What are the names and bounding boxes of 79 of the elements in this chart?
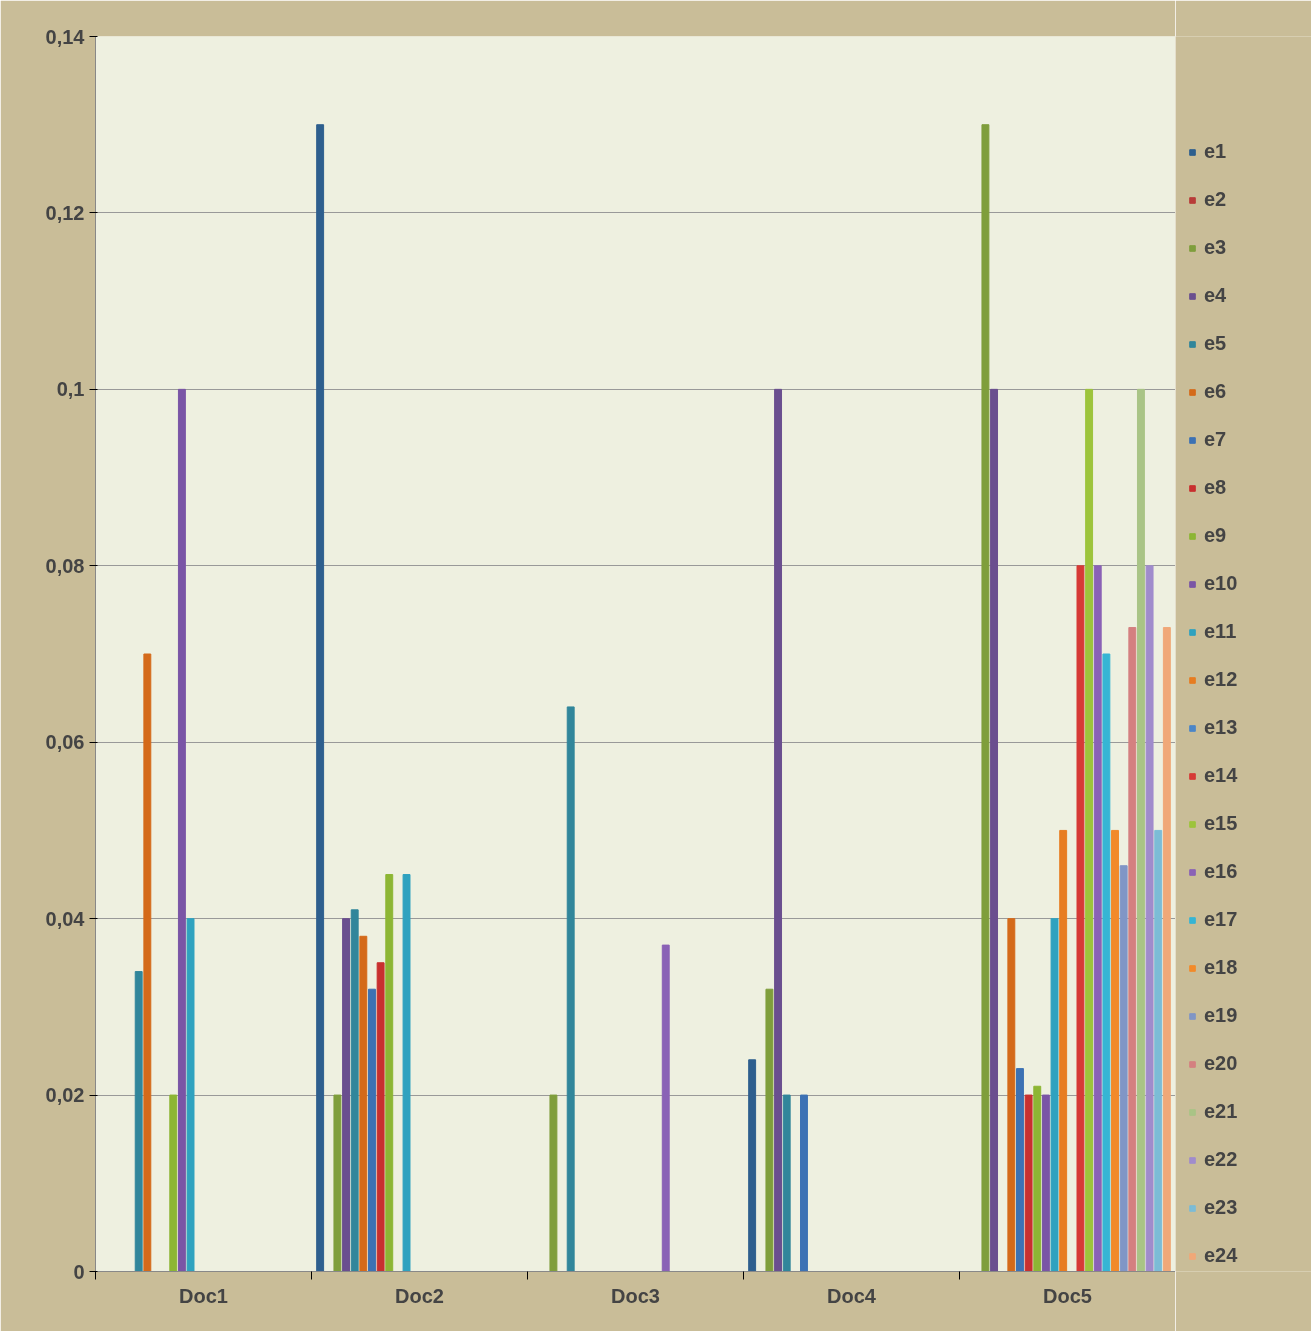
legend-label: e4 [1204,284,1227,307]
bar [566,706,575,1272]
y-tick-label: 0,02 [45,1084,85,1107]
x-tick-label: Doc5 [1043,1284,1092,1307]
bar [350,909,359,1272]
bar [1102,653,1111,1272]
bar [1033,1085,1042,1272]
legend-label: e2 [1204,188,1227,211]
legend-label: e21 [1204,1100,1238,1123]
legend-label: e14 [1204,764,1238,787]
legend-label: e1 [1204,140,1227,163]
bar [368,988,376,1272]
bar [1050,918,1059,1272]
bar [981,124,990,1272]
legend-label: e6 [1204,380,1227,403]
legend-label: e3 [1204,236,1227,259]
legend-label: e11 [1204,620,1237,643]
y-tick-label: 0 [73,1260,85,1283]
legend-label: e19 [1204,1004,1238,1027]
bar [186,918,195,1272]
bar [549,1094,558,1272]
bar [316,124,325,1272]
bar [1154,829,1163,1272]
legend-label: e9 [1204,524,1227,547]
x-tick-label: Doc3 [611,1284,660,1307]
bar [134,971,143,1272]
bar [1059,829,1068,1272]
bar [661,944,670,1272]
legend-label: e13 [1204,716,1238,739]
bar [748,1059,757,1272]
legend-label: e23 [1204,1196,1238,1219]
x-tick-label: Doc1 [179,1284,228,1307]
bar [1093,565,1102,1272]
legend-label: e16 [1204,860,1238,883]
bar [143,653,152,1272]
y-tick-label: 0,12 [45,201,85,224]
bar [1119,865,1128,1272]
legend-label: e8 [1204,476,1227,499]
bar [1007,918,1016,1272]
bar [1111,829,1119,1272]
y-tick-label: 0,04 [45,907,86,930]
bar [1085,388,1094,1272]
y-tick-label: 0,1 [56,378,85,401]
bar [1016,1068,1024,1272]
bar [1136,388,1145,1272]
bar [333,1094,342,1272]
bar [385,874,394,1272]
bar [800,1094,808,1272]
bar [402,874,411,1272]
bar [376,962,385,1272]
legend-label: e7 [1204,428,1227,451]
legend-label: e10 [1204,572,1238,595]
bar [990,388,999,1272]
bar [1076,565,1085,1272]
bar [1145,565,1154,1272]
y-tick-label: 0,14 [45,25,86,48]
x-tick-label: Doc4 [827,1284,877,1307]
x-tick-label: Doc2 [395,1284,444,1307]
y-tick-label: 0,08 [45,554,85,577]
legend-label: e20 [1204,1052,1238,1075]
legend-label: e5 [1204,332,1227,355]
bar [177,388,186,1272]
bar [774,388,783,1272]
legend-label: e12 [1204,668,1238,691]
legend-label: e22 [1204,1148,1238,1171]
y-tick-label: 0,06 [45,731,85,754]
bar [342,918,351,1272]
legend-label: e17 [1204,908,1238,931]
bar [1162,627,1171,1272]
bar [782,1094,791,1272]
legend-label: e18 [1204,956,1238,979]
legend-label: e24 [1204,1244,1238,1267]
bar [1024,1094,1033,1272]
legend-label: e15 [1204,812,1238,835]
bar [765,988,774,1272]
bar [169,1094,178,1272]
bar [359,935,368,1272]
bar [1128,627,1137,1272]
bar [1041,1094,1050,1272]
